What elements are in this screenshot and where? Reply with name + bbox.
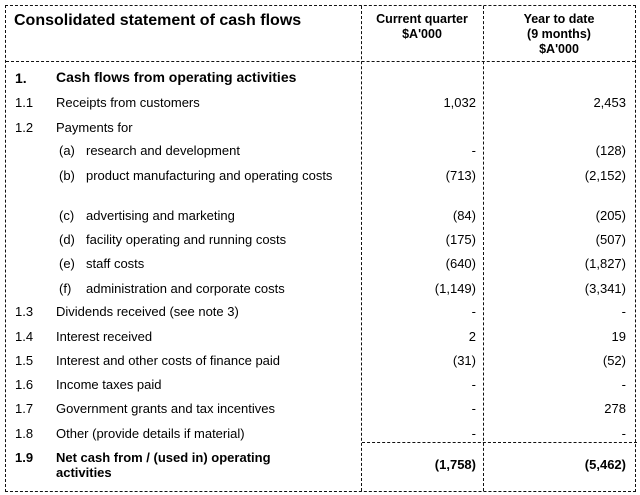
header-line: (9 months)	[527, 27, 591, 41]
sub-item-letter: (a)	[59, 143, 75, 158]
current-quarter-value: 1,032	[443, 95, 476, 110]
row-label: advertising and marketing	[86, 208, 235, 223]
year-to-date-value: (128)	[595, 143, 626, 158]
header-line: $A'000	[402, 27, 442, 41]
current-quarter-value: (1,149)	[434, 281, 476, 296]
row-label: Payments for	[56, 120, 133, 135]
row-number: 1.7	[15, 401, 34, 416]
row-label: Dividends received (see note 3)	[56, 304, 239, 319]
row-number: 1.	[15, 70, 27, 86]
row-number: 1.9	[15, 450, 34, 465]
row-number: 1.1	[15, 95, 34, 110]
year-to-date-value: (52)	[602, 353, 626, 368]
year-to-date-value: -	[621, 304, 626, 319]
current-quarter-value: (175)	[445, 232, 476, 247]
row-label: Other (provide details if material)	[56, 426, 245, 441]
year-to-date-value: (1,827)	[584, 256, 626, 271]
row-label: Interest and other costs of finance paid	[56, 353, 281, 368]
year-to-date-value: 278	[604, 401, 626, 416]
column-divider	[483, 6, 484, 491]
row-label: product manufacturing and operating cost…	[86, 168, 333, 183]
sub-item-letter: (b)	[59, 168, 75, 183]
year-to-date-header: Year to date (9 months) $A'000	[483, 12, 635, 57]
current-quarter-value: (640)	[445, 256, 476, 271]
row-label: administration and corporate costs	[86, 281, 285, 296]
header-line: Current quarter	[376, 12, 468, 26]
row-label: Government grants and tax incentives	[56, 401, 275, 416]
current-quarter-value: -	[471, 377, 476, 392]
current-quarter-value: -	[471, 304, 476, 319]
total-divider	[362, 442, 637, 443]
row-label: staff costs	[86, 256, 145, 271]
sub-item-letter: (c)	[59, 208, 75, 223]
sub-item-letter: (d)	[59, 232, 75, 247]
current-quarter-value: (84)	[452, 208, 476, 223]
row-label: Income taxes paid	[56, 377, 162, 392]
current-quarter-header: Current quarter $A'000	[361, 12, 483, 42]
row-label: Interest received	[56, 329, 153, 344]
current-quarter-value: -	[471, 426, 476, 441]
year-to-date-value: (507)	[595, 232, 626, 247]
header-line: Year to date	[523, 12, 595, 26]
row-number: 1.8	[15, 426, 34, 441]
year-to-date-value: 2,453	[593, 95, 626, 110]
cash-flow-statement-table: Consolidated statement of cash flows Cur…	[5, 5, 637, 492]
row-number: 1.3	[15, 304, 34, 319]
row-label: facility operating and running costs	[86, 232, 287, 247]
year-to-date-value: (205)	[595, 208, 626, 223]
row-label: Receipts from customers	[56, 95, 200, 110]
row-label: research and development	[86, 143, 240, 158]
row-number: 1.6	[15, 377, 34, 392]
row-label: Net cash from / (used in) operating acti…	[56, 450, 271, 480]
year-to-date-value: (3,341)	[584, 281, 626, 296]
current-quarter-value: (1,758)	[434, 457, 476, 472]
sub-item-letter: (e)	[59, 256, 75, 271]
header-line: $A'000	[539, 42, 579, 56]
year-to-date-value: -	[621, 377, 626, 392]
current-quarter-value: 2	[468, 329, 476, 344]
current-quarter-value: -	[471, 143, 476, 158]
sub-item-letter: (f)	[59, 281, 72, 296]
year-to-date-value: (2,152)	[584, 168, 626, 183]
current-quarter-value: (31)	[452, 353, 476, 368]
row-number: 1.5	[15, 353, 34, 368]
column-divider	[361, 6, 362, 491]
statement-title: Consolidated statement of cash flows	[14, 12, 302, 29]
row-number: 1.4	[15, 329, 34, 344]
header-divider	[6, 61, 635, 62]
year-to-date-value: 19	[611, 329, 626, 344]
current-quarter-value: (713)	[445, 168, 476, 183]
year-to-date-value: -	[621, 426, 626, 441]
row-number: 1.2	[15, 120, 34, 135]
current-quarter-value: -	[471, 401, 476, 416]
row-label: Cash flows from operating activities	[56, 69, 297, 85]
year-to-date-value: (5,462)	[584, 457, 626, 472]
